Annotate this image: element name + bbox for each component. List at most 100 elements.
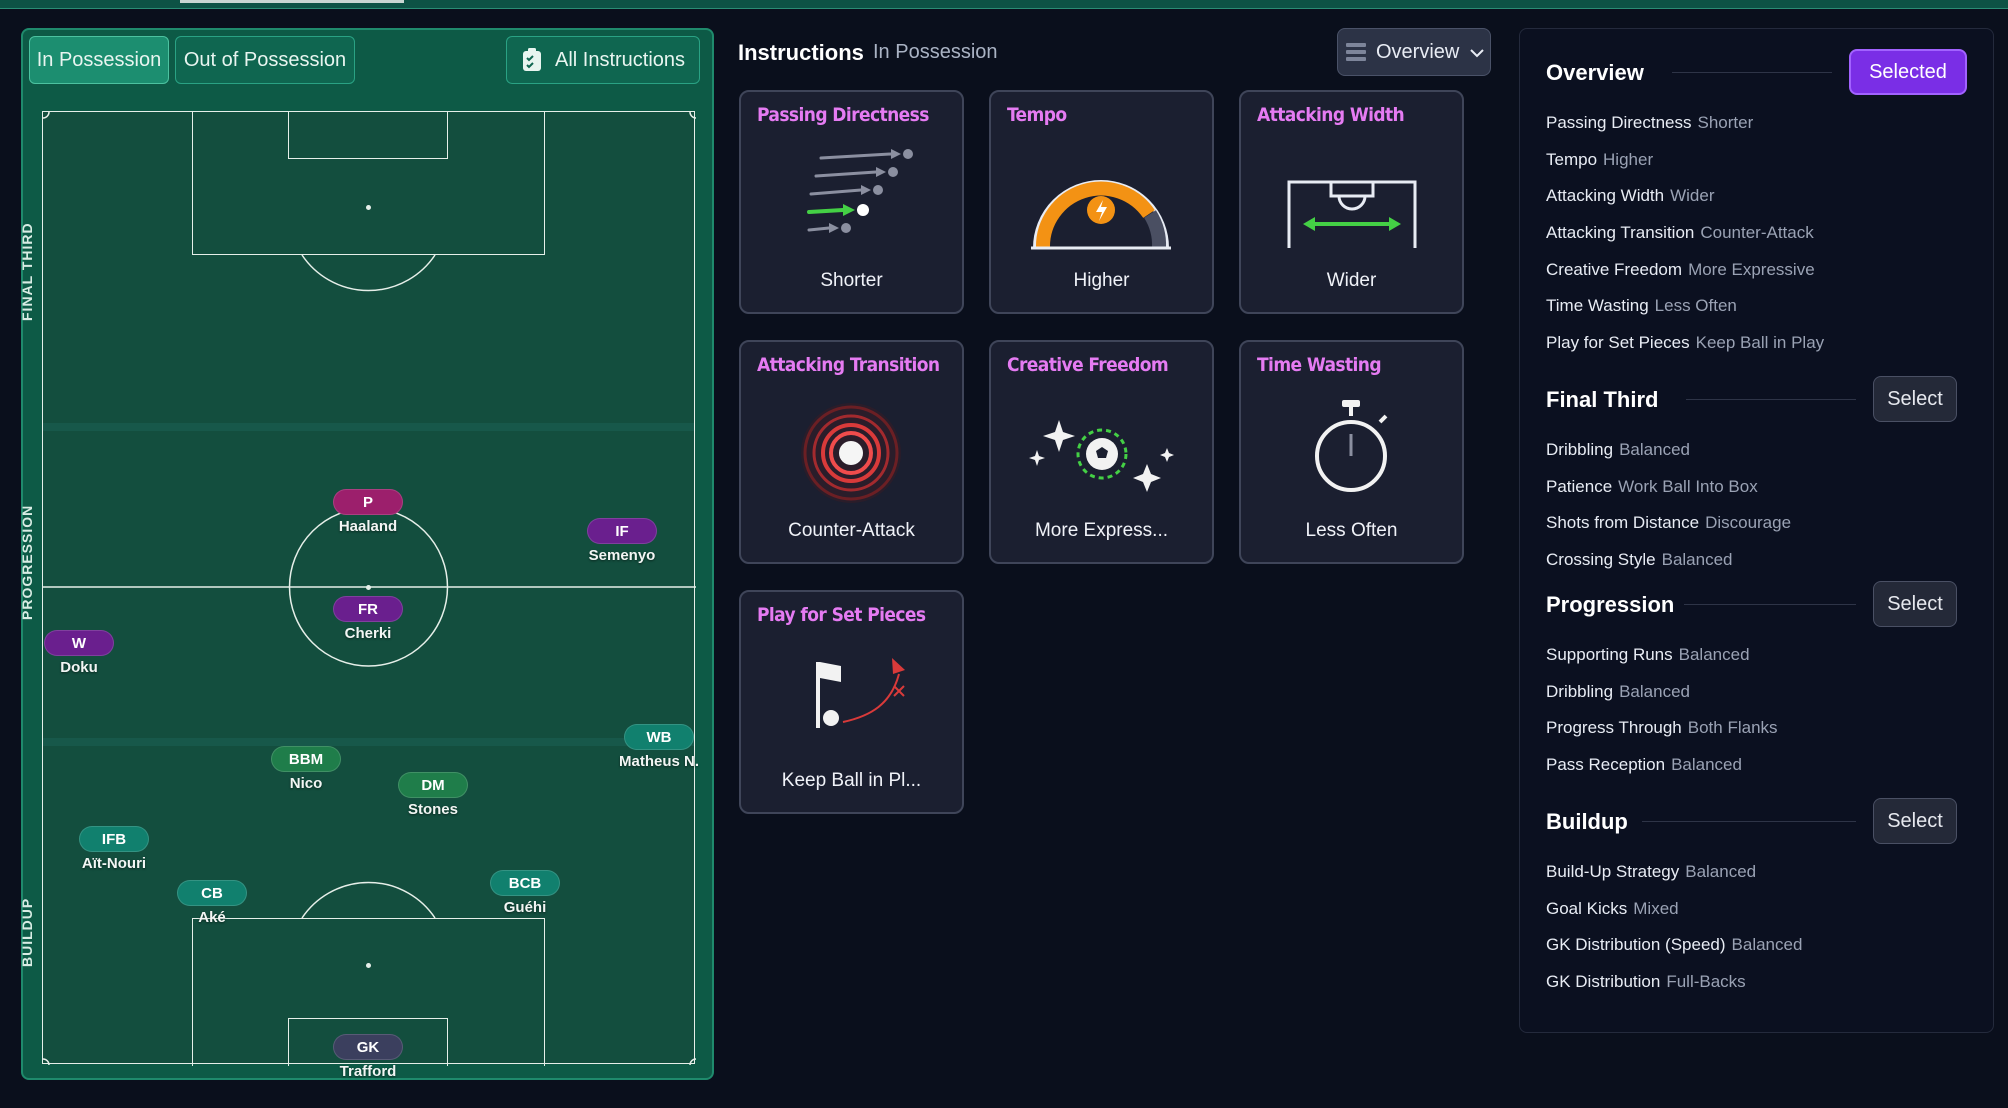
player-name: Stones: [407, 801, 458, 818]
instructions-subtitle: In Possession: [873, 41, 998, 63]
summary-row: Dribbling Balanced: [1546, 682, 1690, 701]
zone-label-buildup: BUILDUP: [19, 897, 35, 967]
summary-row: Crossing Style Balanced: [1546, 550, 1733, 569]
player-token-stones[interactable]: DM Stones: [363, 772, 503, 818]
player-name: Nico: [289, 775, 323, 792]
corner-flag-icon: [816, 658, 905, 728]
role-badge: GK: [333, 1034, 403, 1060]
card-value: More Express...: [1034, 520, 1169, 541]
progression-select-button[interactable]: Select: [1873, 581, 1957, 627]
summary-row: Build-Up Strategy Balanced: [1546, 862, 1757, 881]
tab-out-of-possession[interactable]: Out of Possession: [175, 36, 355, 84]
player-token-guehi[interactable]: BCB Guéhi: [455, 870, 595, 916]
card-attacking-transition[interactable]: Attacking Transition Counter-Attack: [739, 340, 964, 564]
summary-row: Creative Freedom More Expressive: [1546, 260, 1815, 279]
summary-row: Pass Reception Balanced: [1546, 755, 1742, 774]
card-title: Tempo: [1007, 104, 1067, 126]
card-title: Creative Freedom: [1007, 354, 1169, 376]
summary-row: Tempo Higher: [1546, 150, 1654, 169]
role-badge: W: [44, 630, 114, 656]
bottom-six-yard-box: [288, 1018, 448, 1066]
instructions-title: Instructions: [738, 40, 864, 65]
zone-label-final-third: FINAL THIRD: [19, 222, 35, 322]
top-nav-bar: [0, 0, 2008, 9]
card-value: Counter-Attack: [788, 520, 915, 541]
section-divider: [1642, 821, 1856, 822]
overview-selected-button[interactable]: Selected: [1849, 49, 1967, 95]
player-name: Doku: [60, 659, 98, 676]
sparkle-ball-icon: [1029, 420, 1174, 492]
summary-row: Goal Kicks Mixed: [1546, 899, 1679, 918]
player-name: Aït-Nouri: [81, 855, 147, 872]
role-badge: IF: [587, 518, 657, 544]
role-badge: P: [333, 489, 403, 515]
top-six-yard-box: [288, 111, 448, 159]
pitch-field: FINAL THIRD PROGRESSION BUILDUP: [19, 111, 696, 1066]
list-icon: [1346, 43, 1366, 61]
card-creative-freedom[interactable]: Creative Freedom More Express...: [989, 340, 1214, 564]
view-dropdown[interactable]: Overview: [1337, 28, 1491, 76]
section-title-progression: Progression: [1546, 592, 1675, 617]
summary-row: Patience Work Ball Into Box: [1546, 477, 1758, 496]
player-name: Matheus N.: [618, 753, 699, 770]
player-name: Semenyo: [588, 547, 656, 564]
role-badge: WB: [624, 724, 694, 750]
card-time-wasting[interactable]: Time Wasting Less Often: [1239, 340, 1464, 564]
chevron-down-icon: [1469, 41, 1485, 64]
player-token-matheus[interactable]: WB Matheus N.: [589, 724, 729, 770]
checklist-icon: [521, 48, 543, 72]
summary-row: GK Distribution Full-Backs: [1546, 972, 1746, 991]
section-divider: [1672, 72, 1832, 73]
bottom-penalty-box: [192, 918, 545, 1066]
player-token-trafford[interactable]: GK Trafford: [298, 1034, 438, 1080]
top-penalty-spot: [366, 205, 371, 210]
view-dropdown-label: Overview: [1376, 40, 1460, 63]
center-spot: [366, 585, 371, 590]
card-value: Keep Ball in Pl...: [781, 770, 922, 791]
card-play-for-set-pieces[interactable]: Play for Set Pieces Keep Ball in Pl...: [739, 590, 964, 814]
player-token-nico[interactable]: BBM Nico: [236, 746, 376, 792]
role-badge: BCB: [490, 870, 560, 896]
all-instructions-button[interactable]: All Instructions: [506, 36, 700, 84]
card-value: Less Often: [1305, 520, 1398, 541]
player-token-cherki[interactable]: FR Cherki: [298, 596, 438, 642]
player-token-haaland[interactable]: P Haaland: [298, 489, 438, 535]
stopwatch-icon: [1315, 400, 1388, 492]
card-title: Passing Directness: [757, 104, 929, 126]
summary-row: Attacking Width Wider: [1546, 186, 1715, 205]
card-value: Wider: [1326, 270, 1377, 291]
player-token-ake[interactable]: CB Aké: [142, 880, 282, 926]
summary-row: Dribbling Balanced: [1546, 440, 1690, 459]
section-divider: [1686, 399, 1856, 400]
summary-row: Passing Directness Shorter: [1546, 113, 1754, 132]
summary-row: Time Wasting Less Often: [1546, 296, 1737, 315]
player-name: Trafford: [339, 1063, 397, 1080]
active-tab-indicator: [180, 0, 404, 3]
summary-row: GK Distribution (Speed) Balanced: [1546, 935, 1803, 954]
player-token-doku[interactable]: W Doku: [9, 630, 149, 676]
role-badge: IFB: [79, 826, 149, 852]
summary-panel: Overview Selected Passing Directness Shor…: [1519, 28, 1994, 1033]
buildup-select-button[interactable]: Select: [1873, 798, 1957, 844]
player-name: Aké: [198, 909, 226, 926]
tab-in-possession[interactable]: In Possession: [29, 36, 169, 84]
role-badge: FR: [333, 596, 403, 622]
final-third-select-button[interactable]: Select: [1873, 376, 1957, 422]
player-token-semenyo[interactable]: IF Semenyo: [552, 518, 692, 564]
card-tempo[interactable]: Tempo Higher: [989, 90, 1214, 314]
pitch-panel: In Possession Out of Possession All Inst…: [19, 28, 714, 1080]
zone-label-progression: PROGRESSION: [19, 504, 35, 620]
pitch-width-icon: [1287, 180, 1417, 248]
section-divider: [1684, 604, 1856, 605]
player-token-ait-nouri[interactable]: IFB Aït-Nouri: [44, 826, 184, 872]
top-penalty-box: [192, 111, 545, 255]
card-title: Play for Set Pieces: [757, 604, 926, 626]
role-badge: DM: [398, 772, 468, 798]
all-instructions-label: All Instructions: [555, 48, 686, 71]
section-title-final-third: Final Third: [1546, 387, 1659, 412]
target-rings-icon: [801, 403, 901, 503]
summary-row: Progress Through Both Flanks: [1546, 718, 1778, 737]
section-title-overview: Overview: [1546, 60, 1644, 85]
card-attacking-width[interactable]: Attacking Width Wider: [1239, 90, 1464, 314]
card-passing-directness[interactable]: Passing Directness Shorter: [739, 90, 964, 314]
